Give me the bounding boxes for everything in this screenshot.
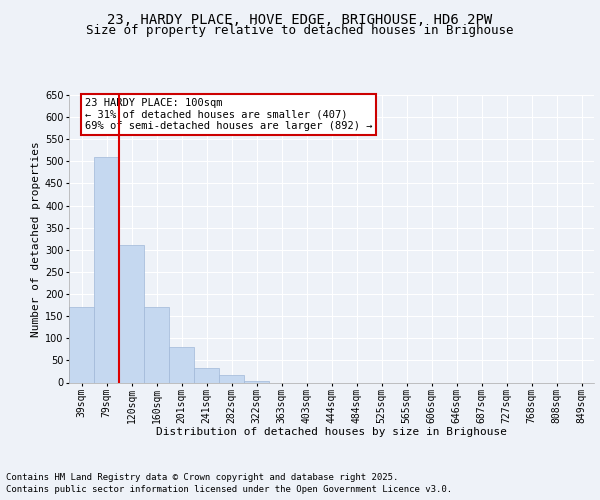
Text: 23, HARDY PLACE, HOVE EDGE, BRIGHOUSE, HD6 2PW: 23, HARDY PLACE, HOVE EDGE, BRIGHOUSE, H… xyxy=(107,12,493,26)
Text: Contains public sector information licensed under the Open Government Licence v3: Contains public sector information licen… xyxy=(6,485,452,494)
Bar xyxy=(194,368,219,382)
Text: Size of property relative to detached houses in Brighouse: Size of property relative to detached ho… xyxy=(86,24,514,37)
Bar xyxy=(144,308,169,382)
Y-axis label: Number of detached properties: Number of detached properties xyxy=(31,141,41,336)
X-axis label: Distribution of detached houses by size in Brighouse: Distribution of detached houses by size … xyxy=(156,428,507,438)
Bar xyxy=(169,347,194,382)
Bar xyxy=(119,246,144,382)
Bar xyxy=(244,381,269,382)
Bar xyxy=(94,157,119,382)
Bar xyxy=(69,308,94,382)
Text: 23 HARDY PLACE: 100sqm
← 31% of detached houses are smaller (407)
69% of semi-de: 23 HARDY PLACE: 100sqm ← 31% of detached… xyxy=(85,98,372,131)
Bar xyxy=(219,374,244,382)
Text: Contains HM Land Registry data © Crown copyright and database right 2025.: Contains HM Land Registry data © Crown c… xyxy=(6,472,398,482)
